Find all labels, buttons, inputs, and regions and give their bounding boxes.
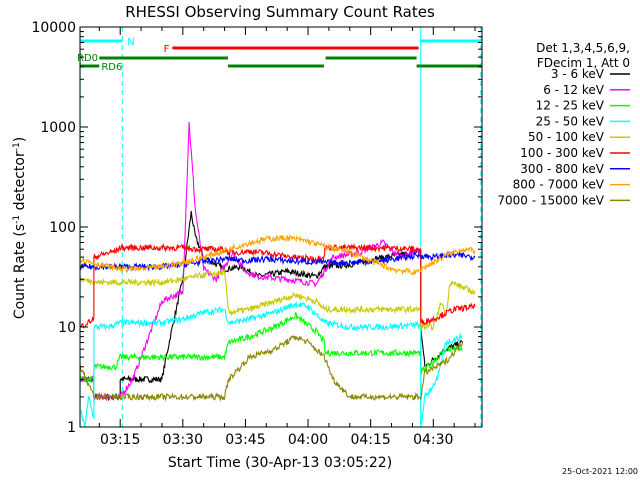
series-line-3: [79, 301, 463, 428]
series-line-5: [79, 242, 476, 329]
y-tick-label-0: 1: [67, 420, 76, 436]
x-tick-label-5: 04:30: [413, 432, 453, 448]
series-line-8: [79, 335, 464, 402]
x-tick-label-2: 03:45: [225, 432, 265, 448]
series-line-4: [79, 268, 476, 332]
chart-title: RHESSI Observing Summary Count Rates: [125, 3, 435, 21]
axes: 1 10 100 1000 10000 03:15 03:30 03:45 04:00 04:15…: [31, 20, 483, 448]
y-tick-label-2: 100: [49, 220, 76, 236]
mode-label-n: N: [127, 37, 134, 48]
legend-header-line-0: Det 1,3,4,5,6,9,: [536, 41, 630, 55]
series-line-1: [79, 121, 422, 402]
y-axis-label-main: Count Rate (s: [12, 224, 28, 319]
x-tick-label-3: 04:00: [288, 432, 328, 448]
mode-label-rd6: RD6: [101, 62, 122, 73]
legend-label-1: 6 - 12 keV: [543, 83, 605, 97]
y-axis-label-mid: detector: [12, 151, 28, 215]
series-line-2: [79, 311, 463, 385]
y-axis-label: Count Rate (s-1 detector-1): [12, 137, 28, 319]
legend-label-2: 12 - 25 keV: [536, 99, 605, 113]
series-line-6: [79, 250, 476, 272]
mode-label-rd0: RD0: [77, 53, 98, 64]
y-tick-label-3: 1000: [40, 120, 76, 136]
y-axis-label-end: ): [12, 137, 28, 142]
y-axis-label-sup1: -1: [12, 215, 22, 224]
legend-label-8: 7000 - 15000 keV: [497, 193, 604, 207]
legend-label-4: 50 - 100 keV: [528, 130, 605, 144]
series-line-7: [79, 234, 476, 276]
x-axis-label: Start Time (30-Apr-13 03:05:22): [168, 455, 392, 471]
x-tick-label-0: 03:15: [100, 432, 140, 448]
y-tick-label-4: 10000: [31, 20, 76, 36]
legend-label-0: 3 - 6 keV: [551, 67, 605, 81]
legend-header-line-1: FDecim 1, Att 0: [537, 56, 630, 70]
legend-label-5: 100 - 300 keV: [520, 146, 604, 160]
x-tick-label-1: 03:30: [163, 432, 203, 448]
svg-text:Count Rate (s-1 detector-1): Count Rate (s-1 detector-1): [12, 137, 28, 319]
y-axis-label-sup2: -1: [12, 142, 22, 151]
footer-date: 25-Oct-2021 12:00: [562, 467, 638, 476]
y-tick-label-1: 10: [58, 320, 76, 336]
legend-label-6: 300 - 800 keV: [520, 162, 604, 176]
x-tick-label-4: 04:15: [350, 432, 390, 448]
legend-label-3: 25 - 50 keV: [536, 114, 605, 128]
mode-label-f: F: [164, 44, 170, 55]
legend-label-7: 800 - 7000 keV: [513, 178, 605, 192]
legend: Det 1,3,4,5,6,9,FDecim 1, Att 03 - 6 keV…: [497, 41, 630, 207]
